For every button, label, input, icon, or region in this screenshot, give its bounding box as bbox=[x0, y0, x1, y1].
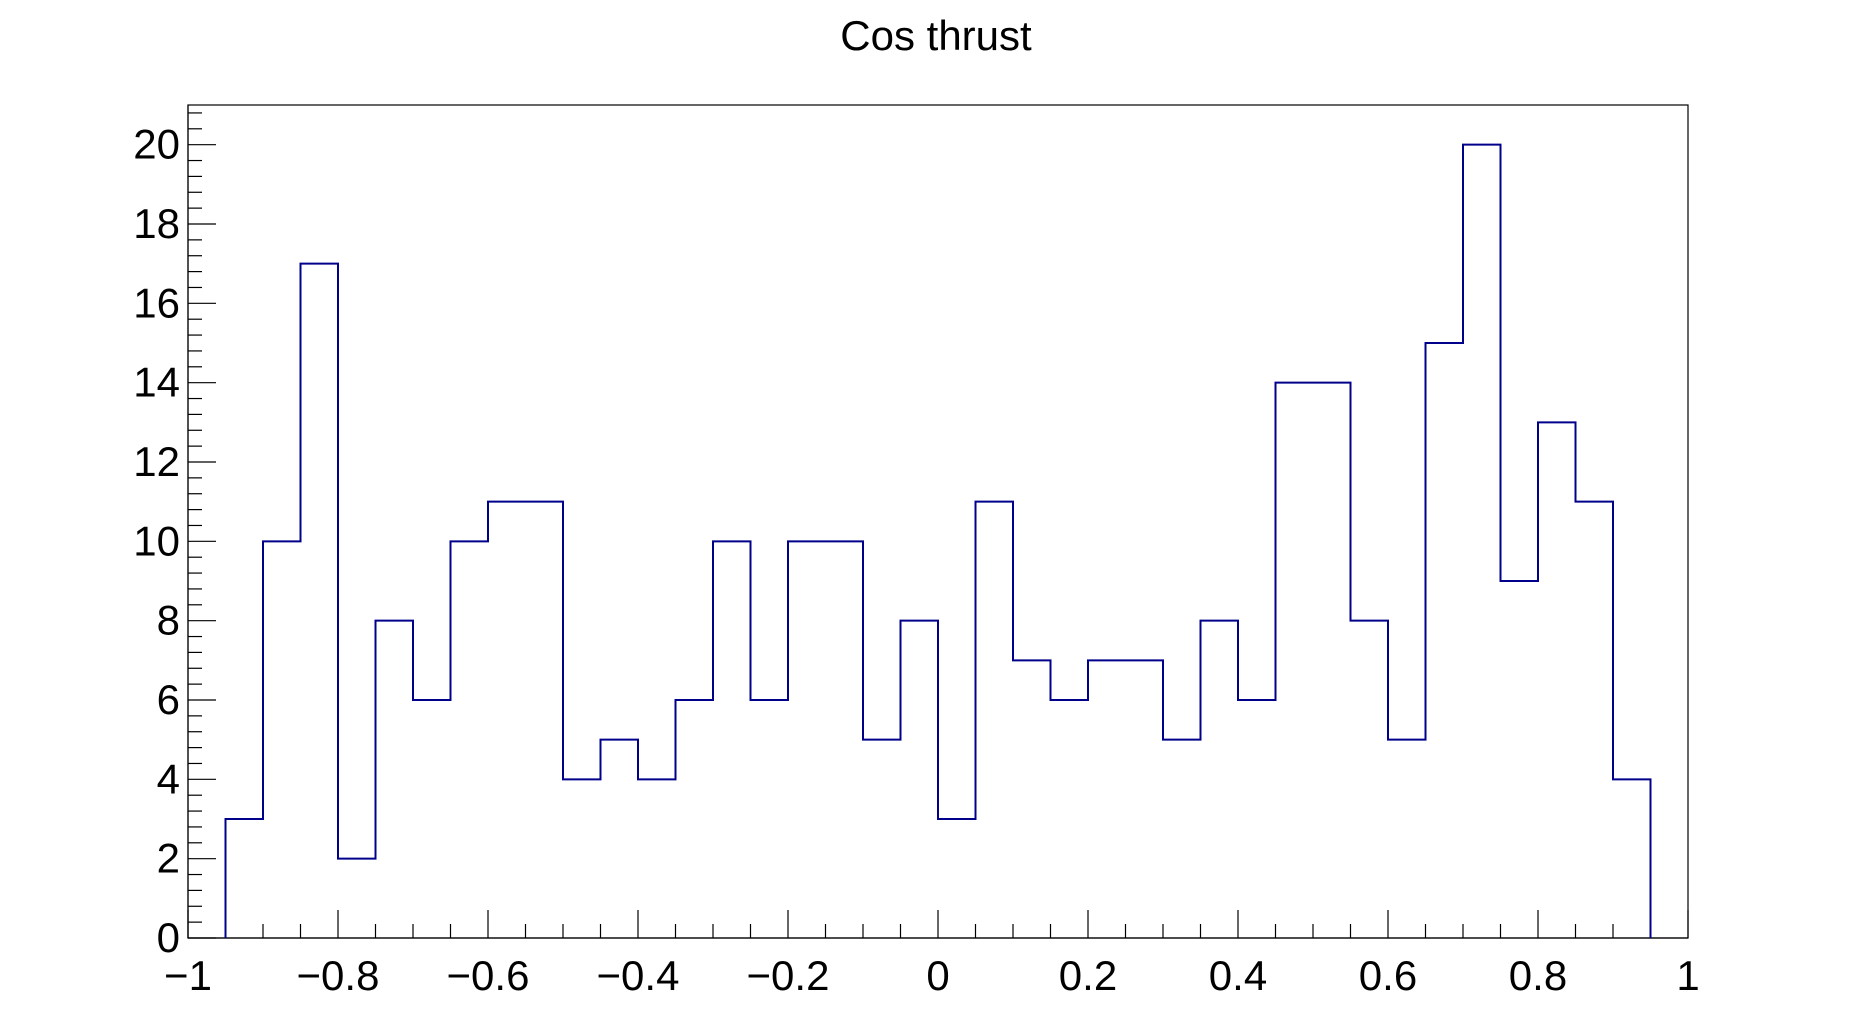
y-tick-label: 4 bbox=[157, 755, 180, 802]
y-tick-label: 10 bbox=[133, 517, 180, 564]
histogram-series bbox=[224, 143, 1652, 938]
y-tick-label: 14 bbox=[133, 359, 180, 406]
chart-title: Cos thrust bbox=[840, 12, 1032, 59]
x-tick-label: −0.6 bbox=[447, 952, 530, 999]
x-tick-label: 0.8 bbox=[1509, 952, 1567, 999]
y-tick-label: 6 bbox=[157, 676, 180, 723]
y-tick-label: 2 bbox=[157, 835, 180, 882]
histogram-outline bbox=[224, 143, 1652, 938]
x-tick-label: −1 bbox=[164, 952, 212, 999]
x-tick-label: −0.8 bbox=[297, 952, 380, 999]
y-tick-label: 12 bbox=[133, 438, 180, 485]
y-tick-label: 18 bbox=[133, 200, 180, 247]
y-tick-label: 16 bbox=[133, 279, 180, 326]
x-tick-label: 0.6 bbox=[1359, 952, 1417, 999]
x-tick-label: −0.4 bbox=[597, 952, 680, 999]
x-tick-label: 0.4 bbox=[1209, 952, 1267, 999]
y-tick-label: 20 bbox=[133, 121, 180, 168]
x-axis: −1 −0.8 −0.6 −0.4 −0.2 0 0.2 0.4 0.6 0.8 1 bbox=[164, 910, 1700, 999]
x-tick-label: −0.2 bbox=[747, 952, 830, 999]
y-tick-label: 8 bbox=[157, 597, 180, 644]
x-tick-label: 0 bbox=[926, 952, 949, 999]
y-tick-label: 0 bbox=[157, 914, 180, 961]
x-tick-label: 1 bbox=[1676, 952, 1699, 999]
x-tick-label: 0.2 bbox=[1059, 952, 1117, 999]
y-axis: 0 2 4 6 8 10 12 14 16 18 20 bbox=[133, 105, 216, 961]
